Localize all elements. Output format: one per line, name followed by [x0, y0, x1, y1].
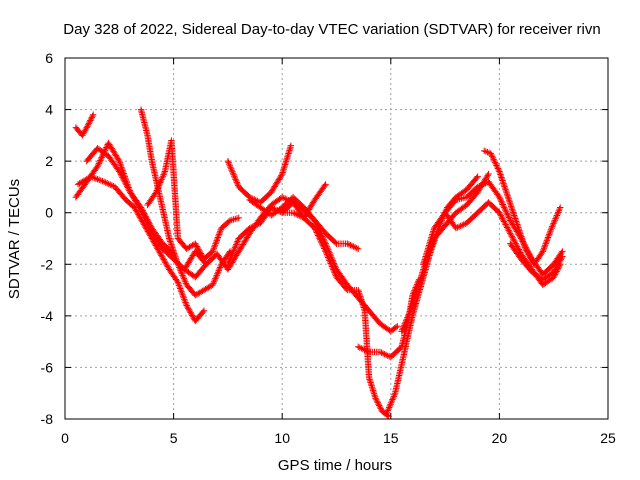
- y-tick-label: 2: [45, 153, 53, 169]
- x-tick-label: 0: [61, 430, 69, 446]
- series-markers: [279, 209, 392, 420]
- x-tick-label: 5: [170, 430, 178, 446]
- y-tick-label: 6: [45, 50, 53, 66]
- series-arc-13: [383, 173, 481, 418]
- x-axis-label: GPS time / hours: [278, 457, 392, 474]
- plot-frame: [64, 57, 609, 420]
- series-arc-14: [398, 170, 492, 335]
- series-arc-2: [72, 111, 97, 139]
- series-markers: [224, 199, 362, 268]
- series-arc-3: [74, 173, 208, 325]
- series-markers: [83, 145, 210, 281]
- y-tick-label: -8: [41, 411, 54, 427]
- series-markers: [72, 111, 97, 139]
- series-markers: [480, 147, 564, 268]
- x-tick-label: 10: [274, 430, 290, 446]
- x-tick-label: 15: [383, 430, 399, 446]
- series-arc-8: [224, 142, 295, 206]
- y-tick-label: -6: [41, 359, 54, 375]
- series-arc-17: [480, 147, 564, 268]
- series-arc-4: [83, 145, 210, 281]
- y-tick-label: -4: [41, 308, 54, 324]
- y-tick-label: 0: [45, 205, 53, 221]
- series-markers: [246, 194, 401, 335]
- x-tick-label: 20: [492, 430, 508, 446]
- x-tick-label: 25: [600, 430, 616, 446]
- data-series: [72, 106, 566, 420]
- series-arc-11: [279, 209, 392, 420]
- series-markers: [398, 170, 492, 335]
- chart-title: Day 328 of 2022, Sidereal Day-to-day VTE…: [63, 21, 600, 38]
- series-markers: [224, 142, 295, 206]
- series-arc-9: [224, 199, 362, 268]
- y-tick-label: -2: [41, 256, 54, 272]
- series-arc-18: [507, 240, 566, 283]
- y-axis-label: SDTVAR / TECUs: [6, 179, 23, 299]
- grid-lines: [65, 58, 608, 419]
- y-tick-label: 4: [45, 102, 53, 118]
- series-markers: [383, 173, 481, 418]
- series-markers: [507, 240, 566, 283]
- series-markers: [74, 173, 208, 325]
- axis-ticks: 0 5 10 15 20 25 -8 -6 -4 -2 0 2 4 6: [41, 50, 616, 446]
- series-arc-10: [246, 194, 401, 335]
